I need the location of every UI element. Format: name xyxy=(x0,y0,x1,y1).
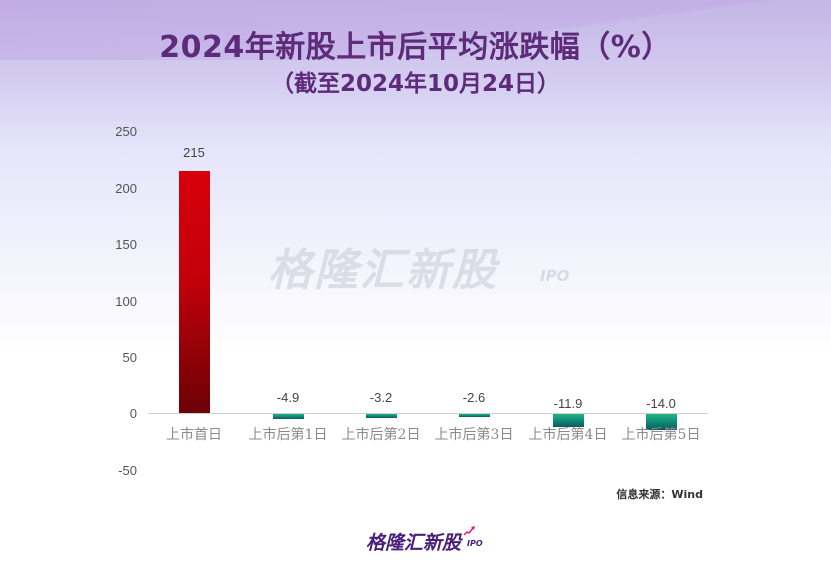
value-label: -11.9 xyxy=(553,396,583,411)
value-label: 215 xyxy=(183,145,205,160)
x-tick-label: 上市后第4日 xyxy=(528,427,608,443)
footer-logo-ipo: IPO xyxy=(467,539,483,548)
y-tick: -50 xyxy=(118,463,137,478)
bar-day-1 xyxy=(273,414,304,419)
value-label: -14.0 xyxy=(646,396,676,411)
chart-title: 2024年新股上市后平均涨跌幅（%） xyxy=(159,30,672,65)
value-label: -3.2 xyxy=(369,390,393,405)
x-tick-label: 上市后第5日 xyxy=(621,427,701,443)
x-tick-label: 上市后第3日 xyxy=(434,427,514,443)
trend-arrow-icon xyxy=(463,526,475,536)
watermark-ipo: IPO xyxy=(540,267,570,285)
y-tick: 100 xyxy=(115,294,137,309)
watermark-logo: 格隆汇新股 xyxy=(268,245,498,296)
x-axis-baseline xyxy=(148,413,708,414)
header-background-band xyxy=(0,0,831,60)
y-tick: 200 xyxy=(115,181,137,196)
value-label: -4.9 xyxy=(276,390,300,405)
bar-first-day xyxy=(179,171,210,413)
y-tick: 0 xyxy=(129,406,137,421)
y-tick: 50 xyxy=(122,350,137,365)
x-tick-label: 上市后第1日 xyxy=(248,427,328,443)
y-tick: 150 xyxy=(115,237,137,252)
chart-subtitle: （截至2024年10月24日） xyxy=(270,71,561,97)
footer-logo: 格隆汇新股 xyxy=(366,532,462,554)
value-label: -2.6 xyxy=(462,390,486,405)
bar-day-5 xyxy=(646,414,677,430)
bar-day-3 xyxy=(459,414,490,417)
x-tick-label: 上市首日 xyxy=(166,427,222,443)
bar-day-2 xyxy=(366,414,397,418)
y-tick: 250 xyxy=(115,124,137,139)
bar-day-4 xyxy=(553,414,584,427)
x-tick-label: 上市后第2日 xyxy=(341,427,421,443)
source-note: 信息来源：Wind xyxy=(616,488,703,501)
